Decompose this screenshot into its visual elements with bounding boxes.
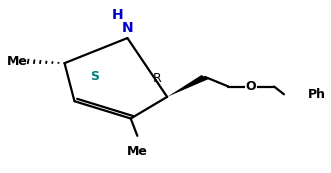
Text: R: R [153,72,162,85]
Text: O: O [246,80,256,93]
Text: Me: Me [127,145,148,158]
Text: H: H [112,8,123,22]
Text: Me: Me [7,55,27,68]
Text: Ph: Ph [308,88,326,101]
Text: S: S [90,70,99,84]
Polygon shape [167,75,209,97]
Text: N: N [121,21,133,35]
